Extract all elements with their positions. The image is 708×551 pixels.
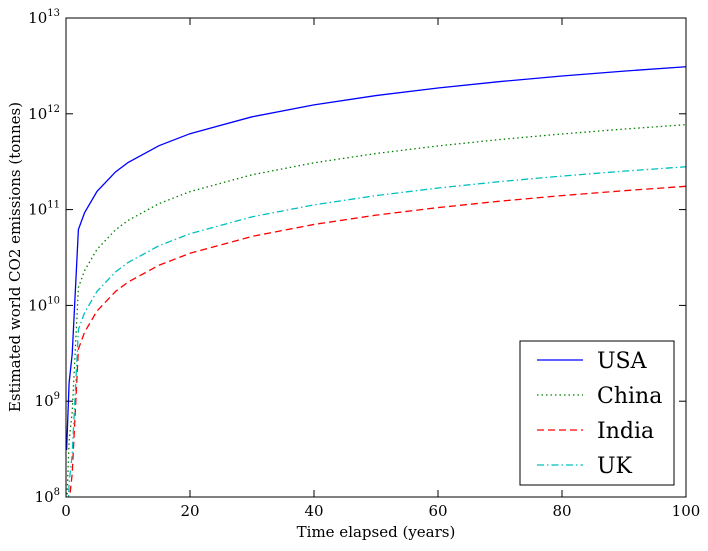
series-line-usa <box>66 66 686 450</box>
legend-box <box>519 340 675 486</box>
y-tick-label: 108 <box>35 487 60 506</box>
x-tick-label: 40 <box>304 502 323 520</box>
y-tick-label: 1013 <box>28 8 60 27</box>
x-tick-label: 60 <box>428 502 447 520</box>
x-tick-label: 0 <box>61 502 71 520</box>
series-layer <box>66 66 686 497</box>
axis-ticks <box>65 17 687 498</box>
series-line-uk <box>67 166 686 497</box>
legend-label-usa: USA <box>597 349 648 374</box>
plot-frame <box>65 17 687 498</box>
legend-label-china: China <box>597 384 662 409</box>
x-tick-label: 20 <box>180 502 199 520</box>
legend-label-india: India <box>597 419 654 444</box>
y-axis-label: Estimated world CO2 emissions (tonnes) <box>6 102 24 412</box>
y-tick-label: 1011 <box>28 200 60 219</box>
legend: USA China India UK <box>519 340 675 486</box>
legend-label-uk: UK <box>597 454 633 479</box>
x-tick-label: 100 <box>672 502 701 520</box>
y-tick-label: 1012 <box>28 104 60 123</box>
series-line-india <box>69 185 686 497</box>
axis-tick-labels: 0 20 40 60 80 100 108 109 1010 1011 1012 1013 <box>28 8 700 520</box>
x-axis-label: Time elapsed (years) <box>297 523 456 541</box>
y-tick-label: 1010 <box>28 295 60 314</box>
x-tick-label: 80 <box>552 502 571 520</box>
y-tick-label: 109 <box>35 391 60 410</box>
